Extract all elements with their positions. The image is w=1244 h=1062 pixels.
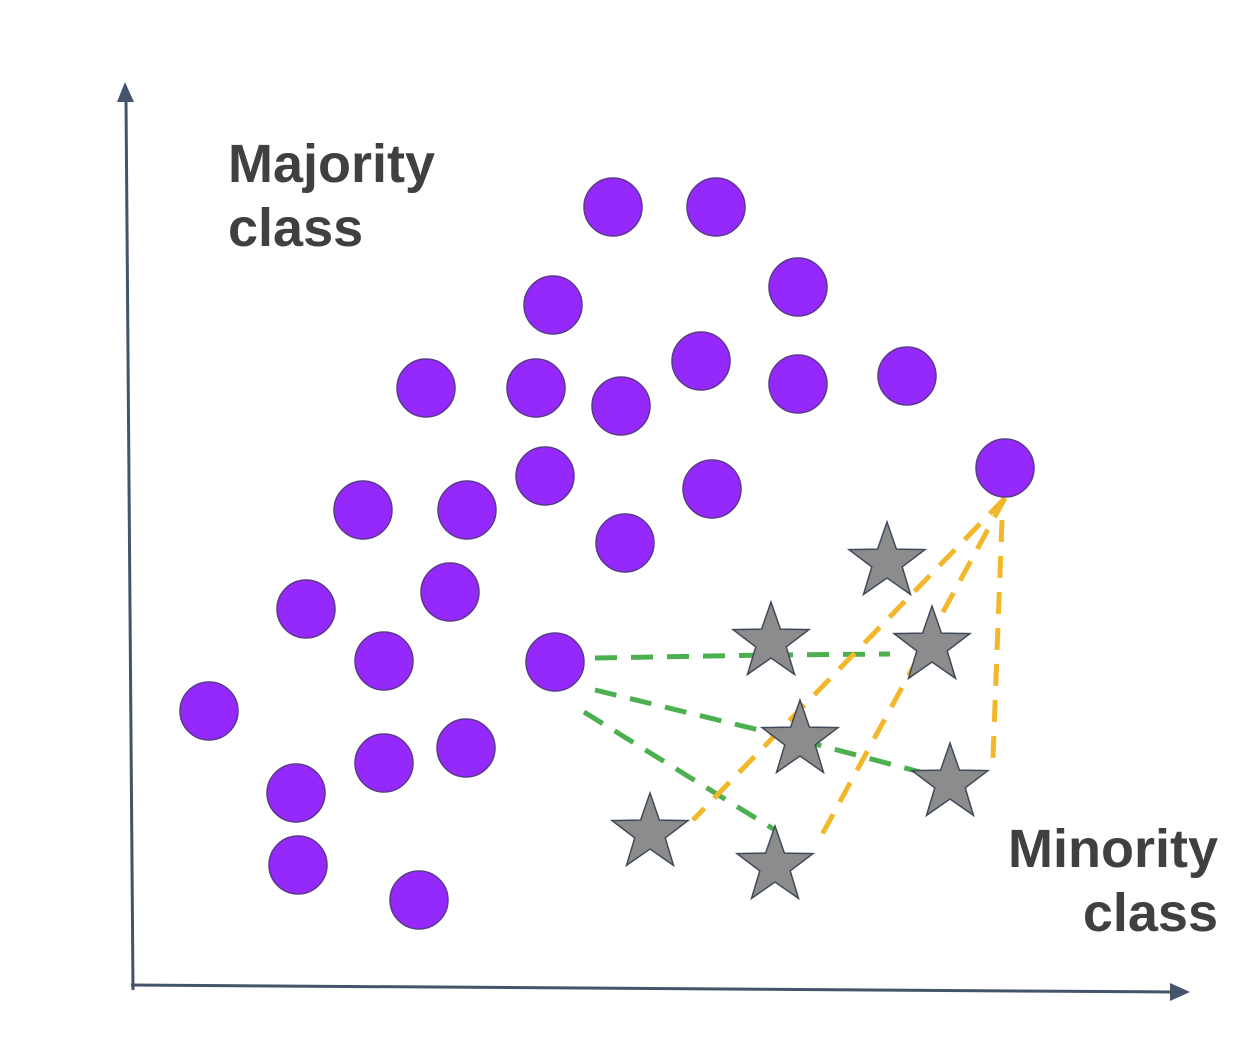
green-dashed-link — [799, 737, 921, 775]
minority-star-point — [909, 740, 991, 818]
minority-star-point — [759, 697, 841, 775]
majority-circle-point — [525, 632, 585, 692]
majority-circle-point — [671, 331, 731, 391]
majority-circle-point — [333, 480, 393, 540]
minority-label-line-2: class — [1082, 883, 1218, 943]
majority-circle-point — [686, 177, 746, 237]
majority-circle-point — [591, 376, 651, 436]
minority-star-point — [846, 519, 928, 597]
green-neighbor-links — [582, 651, 921, 833]
majority-label-line-2: class — [228, 198, 364, 258]
orange-dashed-link — [691, 496, 1007, 822]
minority-star-point — [730, 599, 812, 677]
majority-circle-point — [768, 257, 828, 317]
minority-label-line-1: Minority — [1008, 819, 1218, 879]
majority-label-line-1: Majority — [228, 134, 436, 194]
majority-circle-point — [877, 346, 937, 406]
majority-circle-point — [523, 275, 583, 335]
majority-circle-point — [266, 763, 326, 823]
majority-circle-point — [583, 177, 643, 237]
majority-class-label: Majority class — [228, 132, 435, 260]
majority-circle-point — [975, 438, 1035, 498]
axes — [117, 82, 1190, 1001]
majority-circle-point — [420, 562, 480, 622]
minority-class-label: Minority class — [1008, 817, 1218, 945]
majority-circle-point — [595, 513, 655, 573]
majority-circle-point — [389, 870, 449, 930]
majority-circle-point — [396, 358, 456, 418]
majority-circle-point — [179, 681, 239, 741]
majority-circle-point — [354, 631, 414, 691]
majority-circle-point — [354, 733, 414, 793]
majority-class-points — [179, 177, 1035, 930]
minority-star-point — [891, 603, 973, 681]
majority-circle-point — [276, 579, 336, 639]
minority-class-points — [609, 519, 991, 901]
majority-circle-point — [682, 459, 742, 519]
x-axis-arrowhead — [1170, 983, 1190, 1001]
y-axis-arrowhead — [117, 82, 134, 102]
y-axis — [124, 99, 135, 991]
minority-star-point — [734, 823, 816, 901]
green-dashed-link — [582, 709, 777, 833]
majority-circle-point — [437, 480, 497, 540]
orange-dashed-link — [990, 519, 1005, 759]
green-dashed-link — [770, 651, 891, 658]
x-axis — [130, 983, 1173, 994]
minority-star-point — [609, 790, 691, 868]
green-dashed-link — [594, 652, 772, 661]
majority-circle-point — [268, 835, 328, 895]
majority-circle-point — [515, 446, 575, 506]
majority-circle-point — [436, 718, 496, 778]
majority-circle-point — [506, 358, 566, 418]
majority-circle-point — [768, 354, 828, 414]
